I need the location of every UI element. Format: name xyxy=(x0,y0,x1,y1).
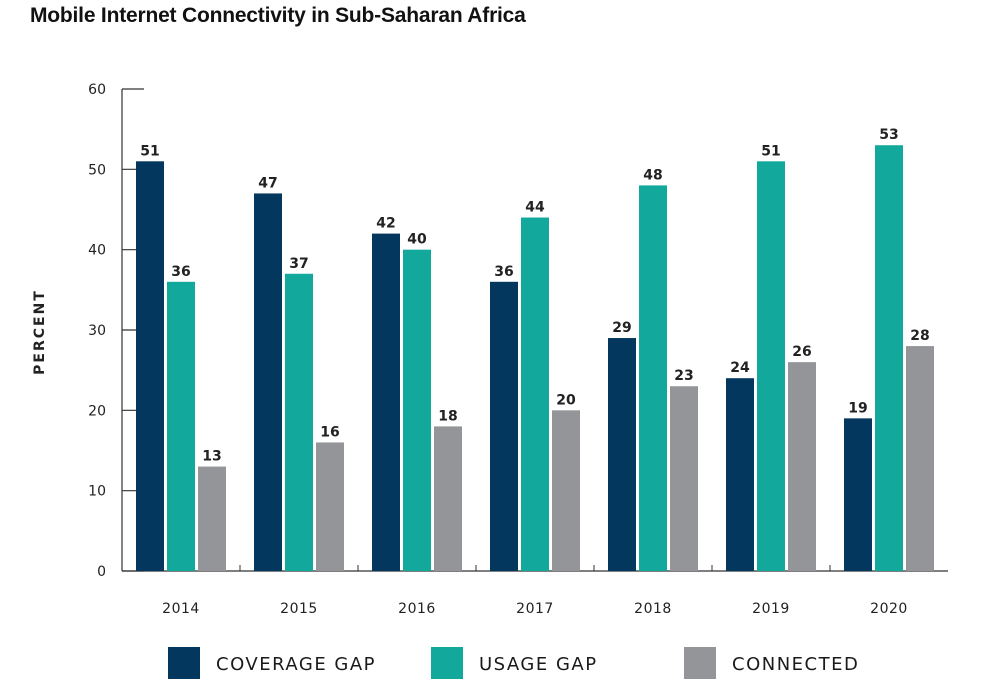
bar xyxy=(254,193,282,571)
data-label: 51 xyxy=(761,143,780,159)
y-tick-label: 60 xyxy=(88,82,106,98)
bar xyxy=(434,426,462,571)
data-label: 23 xyxy=(674,368,693,384)
data-label: 51 xyxy=(140,143,159,159)
bar xyxy=(844,418,872,571)
legend-label: CONNECTED xyxy=(732,654,859,675)
data-label: 42 xyxy=(376,216,395,232)
bar xyxy=(372,233,400,571)
bar xyxy=(608,338,636,571)
y-tick-label: 40 xyxy=(88,243,106,259)
legend-swatch xyxy=(431,647,463,679)
chart-title: Mobile Internet Connectivity in Sub-Saha… xyxy=(30,4,526,27)
legend-label: COVERAGE GAP xyxy=(216,654,376,675)
bar xyxy=(639,185,667,571)
x-tick-label: 2016 xyxy=(398,601,436,617)
y-tick-label: 30 xyxy=(88,323,106,339)
data-label: 47 xyxy=(258,175,277,191)
bar xyxy=(726,378,754,571)
bar xyxy=(788,362,816,571)
bar xyxy=(316,442,344,571)
data-label: 36 xyxy=(494,264,513,280)
data-label: 13 xyxy=(202,449,221,465)
data-label: 28 xyxy=(910,328,929,344)
x-tick-label: 2020 xyxy=(870,601,908,617)
x-tick-label: 2014 xyxy=(162,601,200,617)
bar xyxy=(552,410,580,571)
data-labels: 51 36 13 47 37 16 42 40 18 36 44 20 29 48 23 24 51 26 19 53… xyxy=(140,127,929,464)
data-label: 48 xyxy=(643,167,662,183)
data-label: 36 xyxy=(171,264,190,280)
bar xyxy=(198,466,226,571)
bar xyxy=(490,281,518,571)
y-tick-label: 20 xyxy=(88,403,106,419)
data-label: 44 xyxy=(525,200,545,216)
bar xyxy=(906,346,934,571)
legend-label: USAGE GAP xyxy=(479,654,598,675)
bars xyxy=(136,145,934,572)
data-label: 19 xyxy=(848,400,867,416)
legend-swatch xyxy=(168,647,200,679)
data-label: 20 xyxy=(556,392,576,408)
x-tick-label: 2017 xyxy=(516,601,554,617)
bar xyxy=(757,161,785,572)
legend: COVERAGE GAP USAGE GAP CONNECTED xyxy=(168,647,859,679)
data-label: 40 xyxy=(407,232,427,248)
legend-swatch xyxy=(684,647,716,679)
data-label: 37 xyxy=(289,256,308,272)
y-tick-label: 50 xyxy=(88,162,106,178)
x-tick-label: 2019 xyxy=(752,601,790,617)
data-label: 24 xyxy=(730,360,750,376)
y-tick-label: 0 xyxy=(97,564,106,580)
bar xyxy=(285,273,313,571)
bar xyxy=(136,161,164,572)
y-axis-label: PERCENT xyxy=(32,289,48,375)
data-label: 26 xyxy=(792,344,811,360)
data-label: 16 xyxy=(320,424,339,440)
bar xyxy=(167,281,195,571)
bar xyxy=(670,386,698,571)
bar xyxy=(521,217,549,572)
data-label: 18 xyxy=(438,408,457,424)
bar xyxy=(403,249,431,571)
y-tick-label: 10 xyxy=(88,484,106,500)
data-label: 29 xyxy=(612,320,631,336)
x-tick-label: 2018 xyxy=(634,601,672,617)
data-label: 53 xyxy=(879,127,898,143)
bar xyxy=(875,145,903,571)
x-tick-label: 2015 xyxy=(280,601,318,617)
